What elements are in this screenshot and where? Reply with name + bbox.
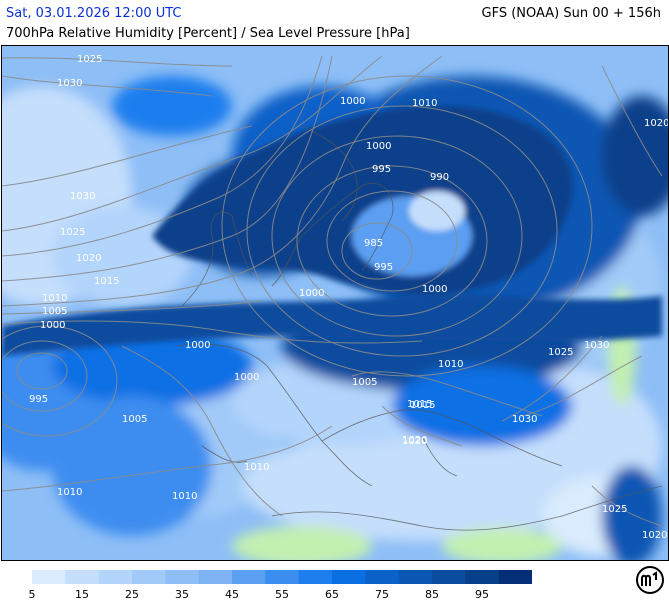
isobar-label: 985 <box>364 238 383 249</box>
legend-tick-label: 35 <box>175 588 189 601</box>
humidity-legend-bar <box>32 570 532 584</box>
legend-swatch <box>165 570 200 584</box>
legend-swatch <box>332 570 366 584</box>
parameter-label: 700hPa Relative Humidity [Percent] / Sea… <box>6 26 410 41</box>
isobar-label: 1020 <box>644 118 668 129</box>
legend-tick-label: 65 <box>325 588 339 601</box>
isobar-label: 1025 <box>77 54 102 65</box>
isobar-label: 1000 <box>185 340 210 351</box>
isobar-label: 1010 <box>172 491 197 502</box>
isobar-label: 1010 <box>244 462 269 473</box>
forecast-datetime: Sat, 03.01.2026 12:00 UTC <box>6 6 182 21</box>
legend-swatch <box>498 570 532 584</box>
isobar-label: 1005 <box>122 414 147 425</box>
legend-tick-label: 95 <box>475 588 489 601</box>
isobar-label: 1000 <box>422 284 447 295</box>
legend-tick-label: 5 <box>28 588 36 601</box>
isobar-label: 1015 <box>407 399 432 410</box>
weather-map: 1025 1030 1030 1025 1020 1015 1010 1005 … <box>1 45 669 561</box>
legend-swatch <box>232 570 266 584</box>
isobar-label: 1000 <box>366 141 391 152</box>
isobar-label: 1030 <box>512 414 537 425</box>
legend-swatch <box>365 570 400 584</box>
isobars <box>2 55 663 527</box>
model-run-label: GFS (NOAA) Sun 00 + 156h <box>481 6 661 21</box>
isobar-label: 1000 <box>234 372 259 383</box>
legend-swatch <box>432 570 466 584</box>
isobar-label: 1020 <box>402 436 427 447</box>
isobar-label: 1020 <box>402 435 427 446</box>
isobar-label: 995 <box>372 164 391 175</box>
legend-tick-label: 25 <box>125 588 139 601</box>
legend-swatch <box>465 570 500 584</box>
isobar-label: 1015 <box>410 400 435 411</box>
isobar-label: 1020 <box>642 530 667 541</box>
isobar-label: 1025 <box>60 227 85 238</box>
isobar-label: 1025 <box>548 347 573 358</box>
legend-swatch <box>98 570 133 584</box>
legend-tick-label: 15 <box>75 588 89 601</box>
isobar-label: 990 <box>430 172 449 183</box>
isobar-label: 1025 <box>602 504 627 515</box>
logo-icon <box>636 566 664 594</box>
isobar-label: 1000 <box>299 288 324 299</box>
isobar-label: 995 <box>29 394 48 405</box>
isobar-label: 1010 <box>438 359 463 370</box>
isobar-label: 1010 <box>412 98 437 109</box>
isobar-label: 1000 <box>40 320 65 331</box>
isobar-label: 1000 <box>340 96 365 107</box>
legend-tick-label: 75 <box>375 588 389 601</box>
legend-swatch <box>298 570 333 584</box>
isobar-label: 1005 <box>42 306 67 317</box>
isobar-label: 1030 <box>57 78 82 89</box>
isobar-label: 1030 <box>70 191 95 202</box>
isobar-label: 1030 <box>584 340 609 351</box>
legend-swatch <box>65 570 100 584</box>
legend-swatch <box>132 570 166 584</box>
isobar-label: 1005 <box>352 377 377 388</box>
legend-swatch <box>32 570 66 584</box>
legend-swatch <box>398 570 433 584</box>
legend-tick-label: 45 <box>225 588 239 601</box>
legend-swatch <box>198 570 233 584</box>
coastlines <box>176 125 663 531</box>
legend-tick-label: 55 <box>275 588 289 601</box>
legend-tick-label: 85 <box>425 588 439 601</box>
isobar-label: 1010 <box>42 293 67 304</box>
isobar-label: 1020 <box>76 253 101 264</box>
isobar-label: 995 <box>374 262 393 273</box>
legend-swatch <box>265 570 300 584</box>
isobar-label: 1015 <box>94 276 119 287</box>
isobar-labels: 1025 1030 1030 1025 1020 1015 1010 1005 … <box>29 54 668 541</box>
isobar-label: 1010 <box>57 487 82 498</box>
